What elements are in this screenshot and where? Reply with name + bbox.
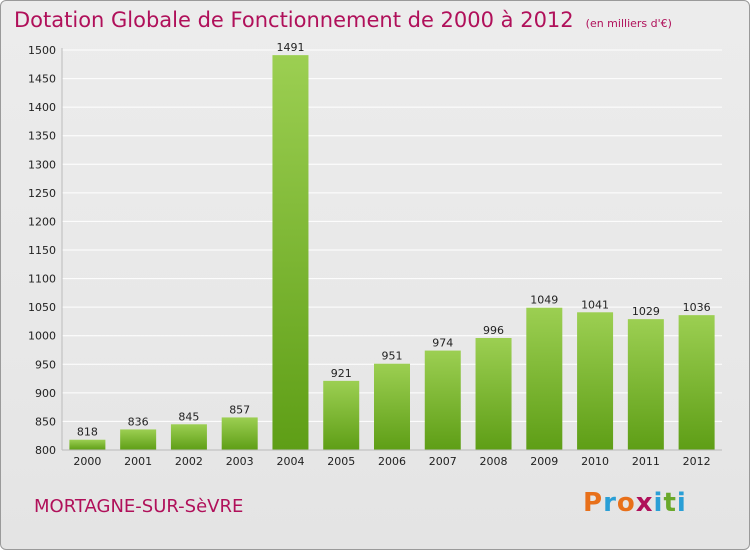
x-tick-label-2001: 2001	[124, 455, 152, 468]
x-tick-label-2002: 2002	[175, 455, 203, 468]
y-tick-label: 950	[35, 358, 56, 371]
y-tick-label: 850	[35, 415, 56, 428]
value-label-2005: 921	[331, 367, 352, 380]
y-tick-label: 1000	[28, 330, 56, 343]
value-label-2002: 845	[178, 410, 199, 423]
y-axis: 800 850 900 950 1000 1050 1100 1150 1200 1250 1300…	[28, 44, 63, 457]
bar-2006	[374, 363, 410, 450]
value-label-2006: 951	[382, 350, 403, 363]
logo-letter: i	[653, 488, 664, 518]
value-label-2001: 836	[128, 415, 149, 428]
y-tick-label: 1200	[28, 215, 56, 228]
value-label-2008: 996	[483, 324, 504, 337]
y-tick-label: 1500	[28, 44, 56, 57]
logo-letter: t	[663, 488, 677, 518]
bar-2011	[627, 319, 664, 450]
y-tick-label: 1400	[28, 101, 56, 114]
value-label-2011: 1029	[632, 305, 660, 318]
y-tick-label: 800	[35, 444, 56, 457]
logo-letter: P	[583, 488, 604, 518]
x-tick-label-2005: 2005	[327, 455, 355, 468]
logo-letter: r	[603, 488, 617, 518]
logo-letter: x	[635, 488, 654, 518]
value-label-2007: 974	[432, 337, 453, 350]
proxiti-logo[interactable]: Proxiti	[583, 488, 687, 518]
commune-name: MORTAGNE-SUR-SèVRE	[34, 496, 244, 517]
value-label-2000: 818	[77, 426, 98, 439]
y-tick-label: 1100	[28, 273, 56, 286]
value-label-2010: 1041	[581, 298, 609, 311]
value-label-2003: 857	[229, 403, 250, 416]
bar-2009	[526, 307, 563, 450]
bars: 818 836 845 857 1491 921 951 974 996 1049 1041 1029…	[69, 41, 715, 451]
x-tick-label-2003: 2003	[226, 455, 254, 468]
logo-letter: o	[616, 488, 636, 518]
title-text: Dotation Globale de Fonctionnement de 20…	[14, 8, 574, 32]
bar-2002	[170, 424, 207, 450]
value-label-2012: 1036	[683, 301, 711, 314]
x-tick-label-2007: 2007	[429, 455, 457, 468]
y-tick-label: 1450	[28, 73, 56, 86]
y-tick-label: 1350	[28, 130, 56, 143]
bar-2010	[577, 312, 614, 450]
x-tick-label-2000: 2000	[73, 455, 101, 468]
chart-title: Dotation Globale de Fonctionnement de 20…	[14, 8, 672, 32]
value-label-2004: 1491	[276, 41, 304, 54]
bar-2000	[69, 439, 106, 450]
value-label-2009: 1049	[530, 294, 558, 307]
x-tick-label-2011: 2011	[632, 455, 660, 468]
y-tick-label: 1150	[28, 244, 56, 257]
y-tick-label: 1300	[28, 158, 56, 171]
x-tick-label-2010: 2010	[581, 455, 609, 468]
y-tick-label: 900	[35, 387, 56, 400]
bar-2003	[221, 417, 258, 450]
bar-2007	[424, 350, 461, 450]
bar-2008	[475, 338, 512, 450]
x-tick-label-2004: 2004	[276, 455, 304, 468]
x-tick-label-2012: 2012	[683, 455, 711, 468]
x-tick-label-2006: 2006	[378, 455, 406, 468]
logo-letter: i	[676, 488, 687, 518]
bar-2004	[272, 55, 309, 451]
x-tick-label-2008: 2008	[480, 455, 508, 468]
x-axis: 2000 2001 2002 2003 2004 2005 2006 2007 2008 2009…	[62, 449, 722, 468]
y-tick-label: 1050	[28, 301, 56, 314]
bar-2012	[678, 315, 715, 450]
bar-2005	[323, 380, 360, 450]
unit-label: (en milliers d'€)	[585, 17, 672, 30]
x-tick-label-2009: 2009	[530, 455, 558, 468]
y-tick-label: 1250	[28, 187, 56, 200]
bar-2001	[120, 429, 157, 450]
